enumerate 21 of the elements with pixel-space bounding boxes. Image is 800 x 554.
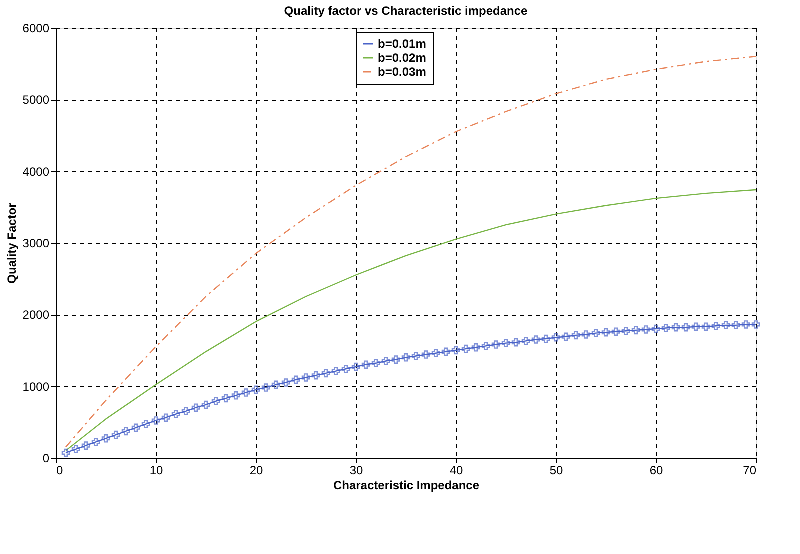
legend-label: b=0.03m xyxy=(378,65,426,79)
x-tick-label: 20 xyxy=(250,464,264,478)
x-axis-title: Characteristic Impedance xyxy=(333,478,480,492)
x-tick-label: 70 xyxy=(743,464,757,478)
y-tick-label: 4000 xyxy=(22,164,50,179)
x-tick-label: 0 xyxy=(56,464,64,478)
x-tick-label: 10 xyxy=(150,464,164,478)
y-tick-label: 2000 xyxy=(22,308,50,322)
x-tick-label: 50 xyxy=(550,464,564,478)
y-tick-label: 1000 xyxy=(22,380,50,394)
y-axis-title: Quality Factor xyxy=(4,202,19,284)
legend-label: b=0.02m xyxy=(378,51,426,65)
y-tick-label: 3000 xyxy=(22,236,50,250)
x-tick-label: 60 xyxy=(650,464,664,478)
y-tick-label: 6000 xyxy=(22,22,50,36)
y-tick-label: 5000 xyxy=(22,93,50,108)
x-tick-label: 30 xyxy=(350,464,364,478)
chart-title: Quality factor vs Characteristic impedance xyxy=(284,4,528,18)
x-tick-label: 40 xyxy=(450,464,464,478)
legend-label: b=0.01m xyxy=(378,37,426,51)
y-tick-label: 0 xyxy=(42,452,50,466)
